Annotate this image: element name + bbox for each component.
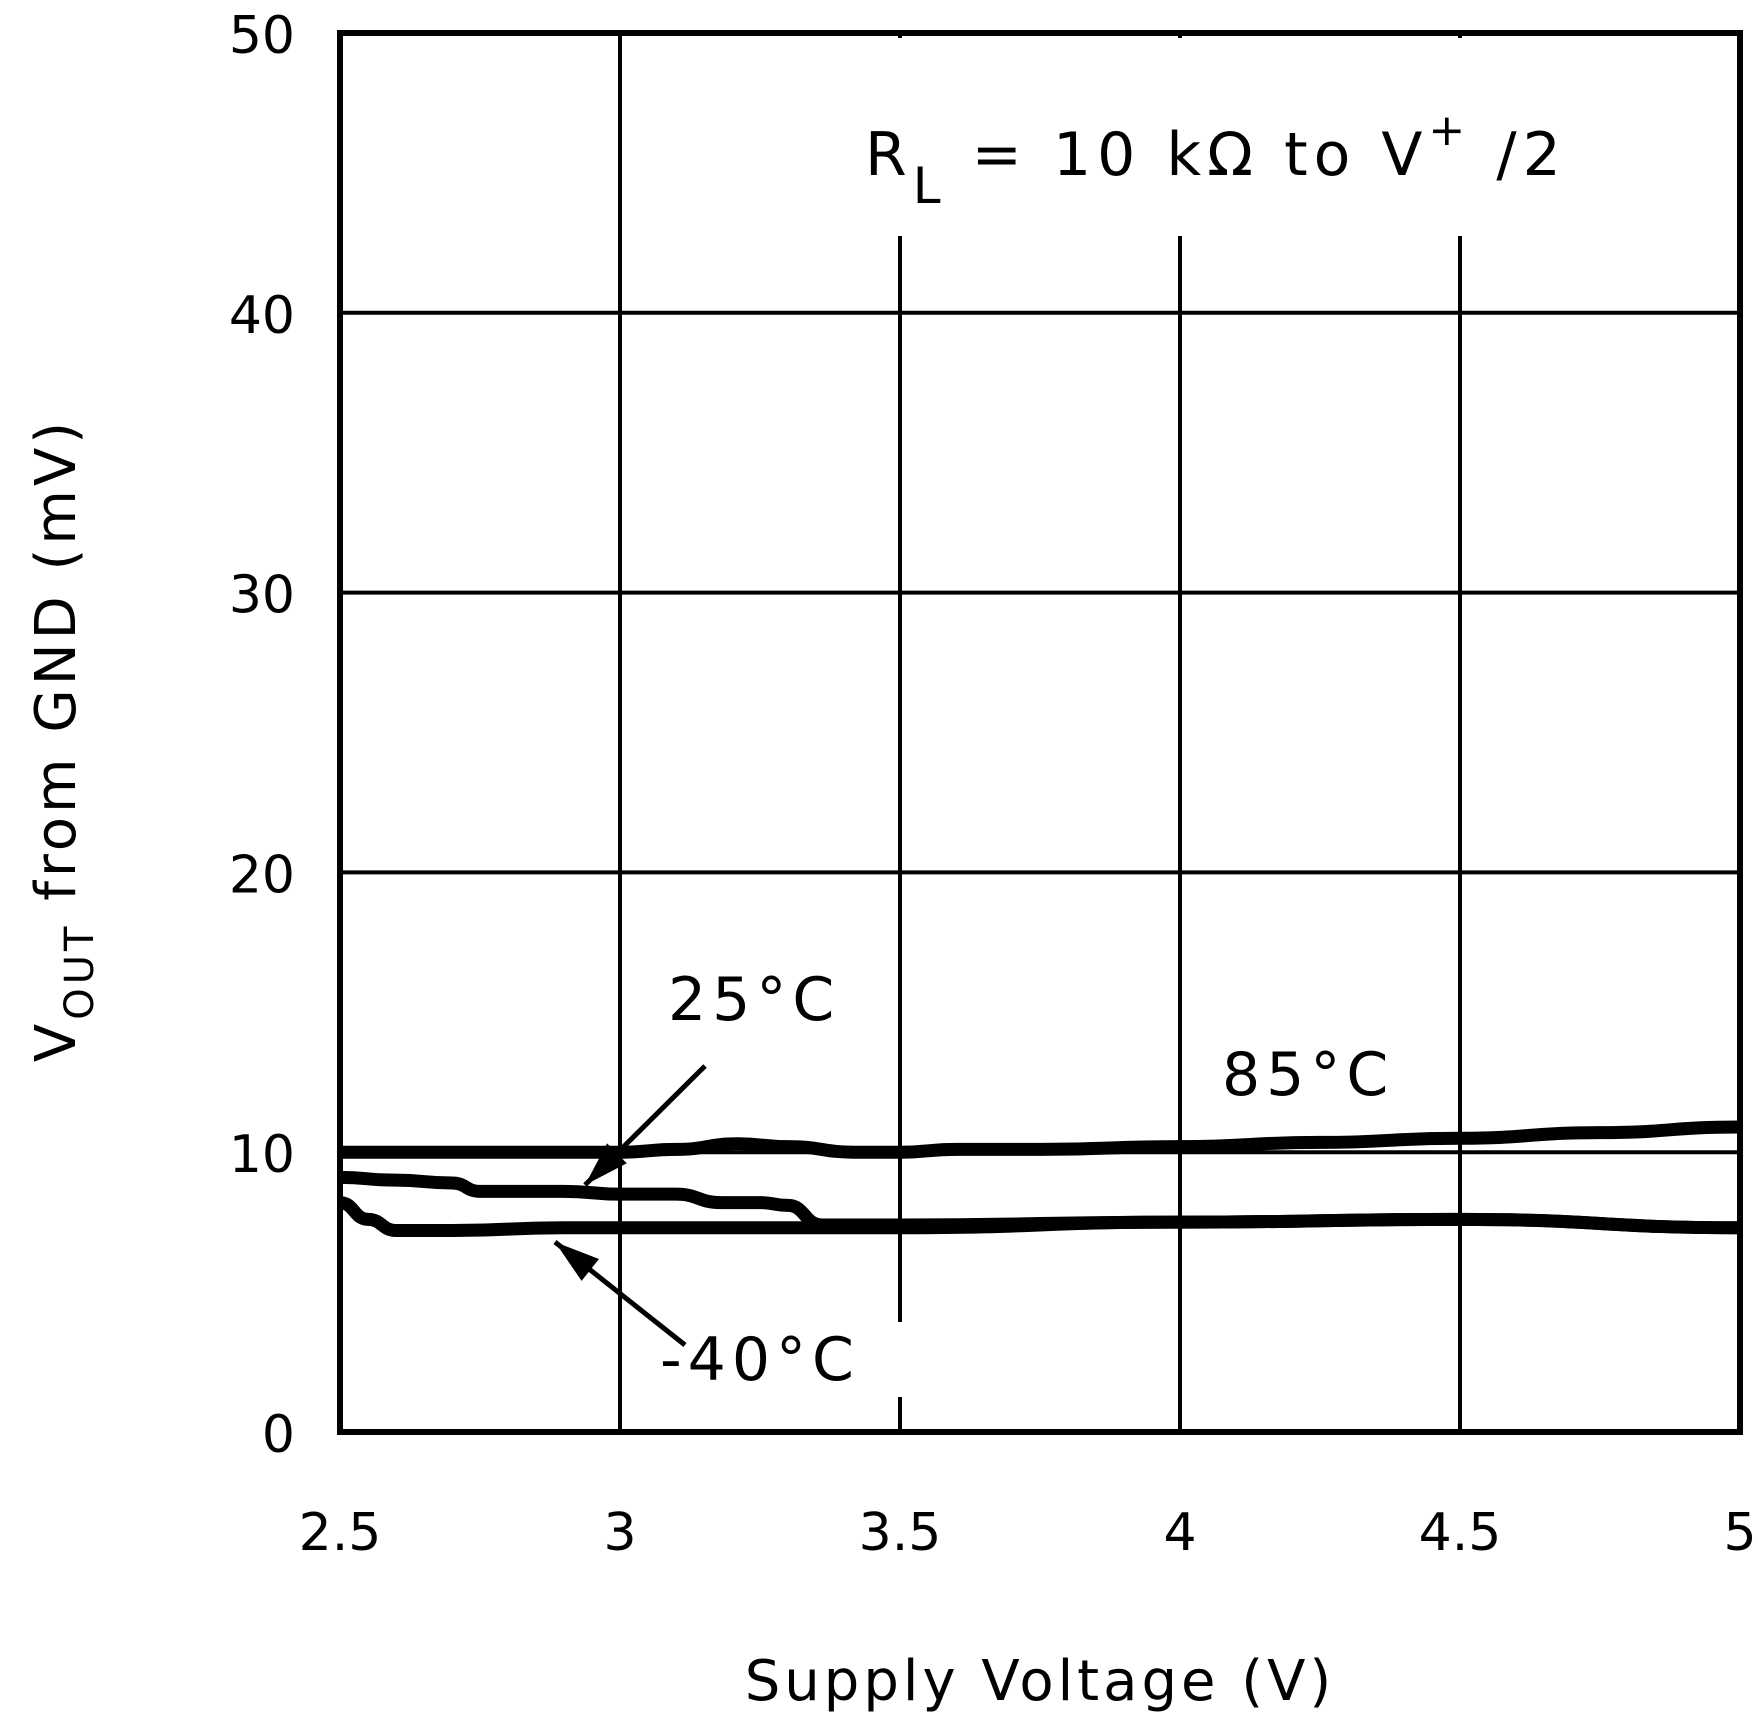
label-85c: 85°C (1222, 1040, 1394, 1110)
label-arrows (553, 1064, 707, 1347)
plot-frame (337, 30, 1743, 1435)
x-axis-label: Supply Voltage (V) (745, 1649, 1336, 1714)
x-tick-label: 5 (1723, 1503, 1756, 1563)
series-line (339, 1196, 1741, 1238)
y-tick-label: 40 (229, 286, 295, 346)
y-tick-label: 20 (229, 845, 295, 905)
label-minus40c: -40°C (660, 1325, 860, 1395)
x-tick-label: 2.5 (299, 1503, 382, 1563)
y-tick-label: 10 (229, 1125, 295, 1185)
y-tick-label: 50 (229, 6, 295, 66)
arrow-head (585, 1143, 627, 1185)
y-axis-ticks: 0 10 20 30 40 50 (229, 6, 295, 1465)
annotation-background (655, 38, 1690, 1397)
arrow-head (555, 1242, 599, 1281)
svg-text:RL = 10 kΩ to V+ /2: RL = 10 kΩ to V+ /2 (865, 105, 1567, 215)
y-axis-label: VOUT from GND (mV) (24, 418, 103, 1062)
x-axis-ticks: 2.5 3 3.5 4 4.5 5 (299, 1503, 1757, 1563)
y-tick-label: 0 (262, 1405, 295, 1465)
x-tick-label: 4.5 (1419, 1503, 1502, 1563)
x-tick-label: 3.5 (859, 1503, 942, 1563)
series-line (340, 1120, 1741, 1159)
x-tick-label: 3 (603, 1503, 636, 1563)
svg-text:VOUT from GND (mV): VOUT from GND (mV) (24, 418, 103, 1062)
annotation-rl: RL = 10 kΩ to V+ /2 (865, 105, 1567, 215)
x-tick-label: 4 (1163, 1503, 1196, 1563)
series-lines (339, 1120, 1741, 1238)
label-25c: 25°C (668, 965, 840, 1035)
y-tick-label: 30 (229, 566, 295, 626)
